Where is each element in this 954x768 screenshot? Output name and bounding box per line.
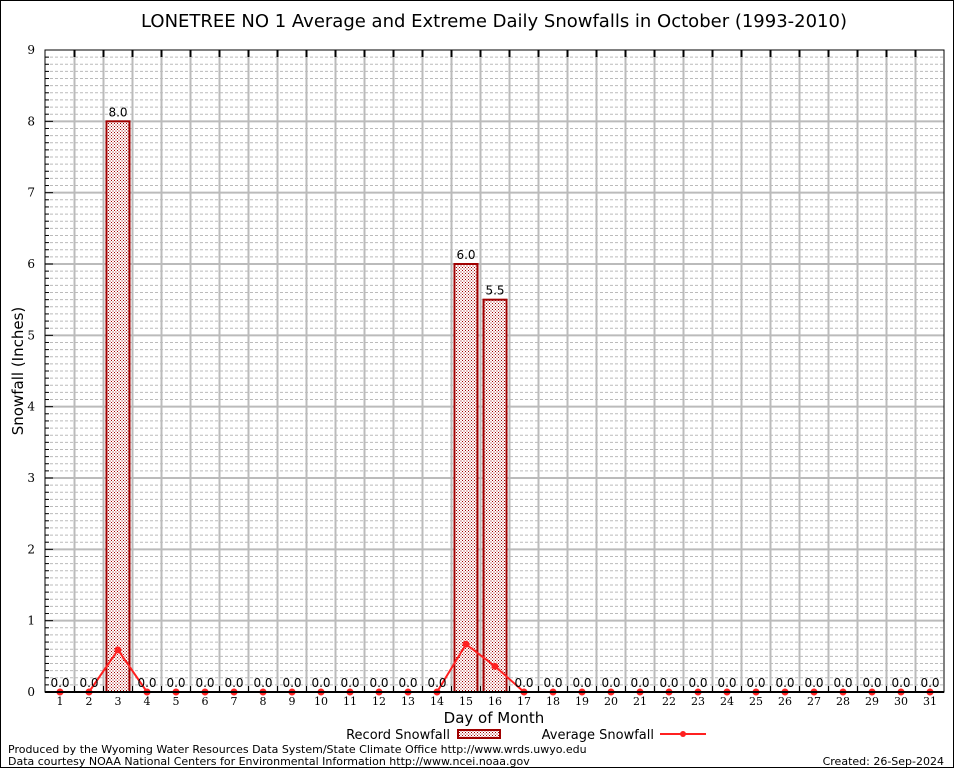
average-marker-day-3 — [114, 646, 122, 654]
x-tick-label: 13 — [401, 695, 415, 708]
record-data-label: 0.0 — [137, 676, 156, 690]
record-data-label: 0.0 — [224, 676, 243, 690]
y-tick-label: 1 — [27, 614, 35, 628]
y-tick-label: 7 — [27, 186, 35, 200]
footer-produced: Produced by the Wyoming Water Resources … — [8, 743, 587, 756]
x-tick-label: 25 — [749, 695, 763, 708]
record-data-label: 0.0 — [369, 676, 388, 690]
y-tick-label: 9 — [27, 43, 35, 57]
record-data-label: 0.0 — [398, 676, 417, 690]
x-axis-label: Day of Month — [444, 709, 545, 727]
x-tick-label: 18 — [546, 695, 560, 708]
y-axis-label: Snowfall (Inches) — [9, 307, 27, 435]
record-data-label: 0.0 — [282, 676, 301, 690]
x-tick-label: 4 — [144, 695, 151, 708]
legend: Record Snowfall Average Snowfall — [346, 728, 706, 743]
record-data-label: 0.0 — [688, 676, 707, 690]
record-data-label: 8.0 — [108, 105, 127, 119]
y-tick-label: 3 — [27, 471, 35, 485]
record-data-label: 0.0 — [427, 676, 446, 690]
record-bar-day-16 — [482, 298, 508, 693]
record-data-label: 6.0 — [456, 248, 475, 262]
x-tick-label: 29 — [865, 695, 879, 708]
x-tick-label: 16 — [488, 695, 502, 708]
record-data-label: 0.0 — [311, 676, 330, 690]
footer-courtesy: Data courtesy NOAA National Centers for … — [8, 755, 530, 768]
record-data-label: 0.0 — [804, 676, 823, 690]
record-data-label: 0.0 — [659, 676, 678, 690]
x-tick-label: 23 — [691, 695, 705, 708]
x-tick-label: 6 — [202, 695, 209, 708]
x-tick-label: 7 — [231, 695, 238, 708]
x-tick-label: 9 — [289, 695, 296, 708]
record-data-label: 0.0 — [862, 676, 881, 690]
record-data-label: 5.5 — [485, 284, 504, 298]
record-data-label: 0.0 — [920, 676, 939, 690]
y-tick-label: 0 — [27, 685, 35, 699]
record-data-label: 0.0 — [833, 676, 852, 690]
record-data-label: 0.0 — [630, 676, 649, 690]
y-tick-label: 6 — [27, 257, 35, 271]
x-tick-label: 28 — [836, 695, 850, 708]
x-tick-label: 3 — [115, 695, 122, 708]
record-data-label: 0.0 — [50, 676, 69, 690]
record-bar-day-3 — [105, 120, 131, 694]
x-tick-label: 15 — [459, 695, 473, 708]
x-tick-label: 24 — [720, 695, 734, 708]
legend-record-swatch — [457, 729, 501, 739]
y-tick-label: 2 — [27, 542, 35, 556]
x-tick-label: 11 — [343, 695, 357, 708]
average-marker-day-16 — [491, 662, 499, 670]
record-data-label: 0.0 — [717, 676, 736, 690]
record-data-label: 0.0 — [543, 676, 562, 690]
record-data-label: 0.0 — [340, 676, 359, 690]
legend-record-label: Record Snowfall — [346, 728, 450, 743]
chart-title: LONETREE NO 1 Average and Extreme Daily … — [141, 11, 847, 32]
record-data-label: 0.0 — [253, 676, 272, 690]
x-tick-label: 12 — [372, 695, 386, 708]
x-tick-label: 20 — [604, 695, 618, 708]
record-data-label: 0.0 — [514, 676, 533, 690]
x-tick-label: 22 — [662, 695, 676, 708]
record-data-label: 0.0 — [775, 676, 794, 690]
y-tick-label: 4 — [27, 400, 35, 414]
average-marker-day-15 — [462, 640, 470, 648]
x-tick-label: 10 — [314, 695, 328, 708]
record-data-label: 0.0 — [195, 676, 214, 690]
x-tick-label: 21 — [633, 695, 647, 708]
record-data-label: 0.0 — [746, 676, 765, 690]
record-data-label: 0.0 — [572, 676, 591, 690]
footer-created: Created: 26-Sep-2024 — [823, 755, 944, 768]
x-tick-label: 19 — [575, 695, 589, 708]
x-tick-label: 26 — [778, 695, 792, 708]
x-tick-label: 14 — [430, 695, 444, 708]
x-tick-label: 1 — [57, 695, 64, 708]
x-tick-label: 27 — [807, 695, 821, 708]
record-data-label: 0.0 — [166, 676, 185, 690]
x-tick-label: 30 — [894, 695, 908, 708]
x-tick-label: 31 — [923, 695, 937, 708]
y-tick-label: 5 — [27, 328, 35, 342]
y-tick-label: 8 — [27, 114, 35, 128]
legend-average-marker — [680, 731, 686, 737]
x-tick-label: 17 — [517, 695, 531, 708]
record-bar-day-15 — [453, 263, 479, 693]
legend-average-label: Average Snowfall — [542, 728, 654, 743]
record-data-label: 0.0 — [891, 676, 910, 690]
record-data-label: 0.0 — [601, 676, 620, 690]
x-tick-label: 5 — [173, 695, 180, 708]
record-data-label: 0.0 — [79, 676, 98, 690]
x-tick-label: 2 — [86, 695, 93, 708]
x-tick-label: 8 — [260, 695, 267, 708]
